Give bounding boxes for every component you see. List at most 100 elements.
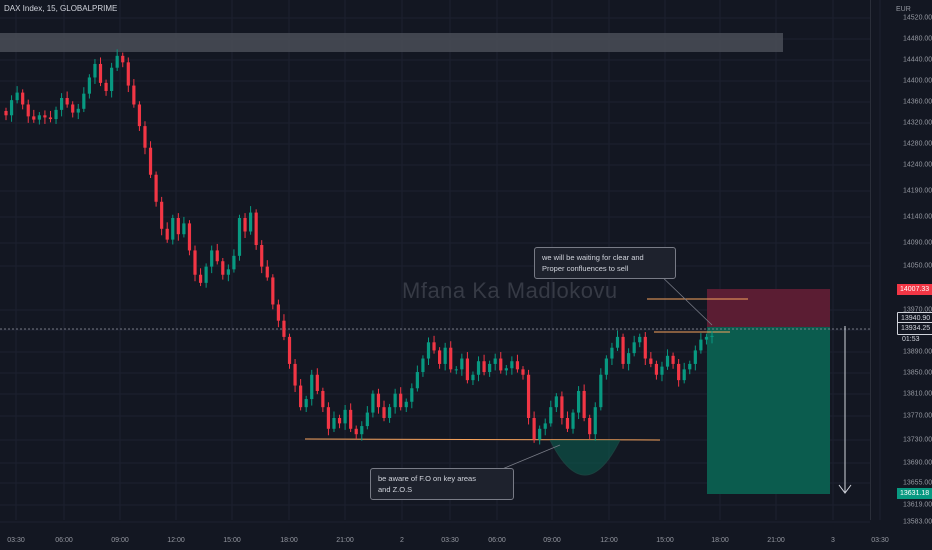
candle-down	[677, 363, 681, 381]
candle-up	[110, 67, 114, 91]
candle-down	[215, 250, 219, 262]
candle-up	[543, 423, 547, 429]
candle-down	[376, 393, 381, 408]
candle-up	[615, 336, 620, 348]
annotation-top[interactable]: we will be waiting for clear and Proper …	[534, 247, 676, 279]
candle-up	[454, 369, 458, 371]
time-tick: 12:00	[167, 537, 185, 544]
candle-up	[682, 369, 686, 381]
price-axis[interactable]: EUR 14520.00 14480.00 14440.00 14400.00 1436…	[870, 0, 932, 526]
candle-up	[410, 388, 414, 402]
last-price-badge: 13934.25	[897, 322, 932, 335]
candle-down	[643, 336, 647, 359]
candle-down	[276, 304, 280, 321]
candle-up	[360, 426, 364, 435]
time-tick: 21:00	[336, 537, 354, 544]
candle-down	[382, 407, 386, 418]
time-tick: 03:30	[441, 537, 459, 544]
time-tick: 03:30	[7, 537, 25, 544]
candle-up	[593, 407, 597, 435]
candle-up	[365, 412, 369, 427]
annotation-bottom[interactable]: be aware of F.O on key areas and Z.O.S	[370, 468, 514, 500]
time-tick: 3	[831, 537, 835, 544]
candle-down	[432, 342, 436, 351]
candle-up	[476, 361, 481, 375]
bar-countdown: 01:53	[902, 336, 920, 343]
price-tick: 13850.00	[903, 369, 932, 377]
watermark: Mfana Ka Madlokovu	[402, 278, 618, 303]
candle-up	[493, 358, 497, 364]
price-tick: 13583.00	[903, 518, 932, 526]
take-profit-zone	[707, 327, 830, 494]
candle-up	[688, 363, 692, 370]
candle-up	[571, 412, 575, 429]
candle-up	[115, 55, 119, 68]
time-axis[interactable]: 03:30 06:00 09:00 12:00 15:00 18:00 21:00 2 03:3…	[0, 520, 932, 550]
candle-down	[4, 110, 8, 116]
candle-up	[87, 77, 91, 94]
candle-up	[421, 358, 425, 373]
candle-up	[460, 358, 464, 370]
candle-down	[104, 82, 108, 91]
price-tick: 13890.00	[903, 348, 932, 356]
price-tick: 13970.00	[903, 306, 932, 314]
candle-down	[526, 374, 531, 418]
price-tick: 14090.00	[903, 239, 932, 247]
candle-up	[226, 269, 230, 275]
candle-up	[510, 361, 514, 369]
candle-up	[538, 428, 542, 440]
time-tick: 18:00	[280, 537, 298, 544]
price-tick: 14480.00	[903, 35, 932, 43]
time-tick: 03:30	[871, 537, 889, 544]
time-tick: 18:00	[711, 537, 729, 544]
resistance-zone	[0, 33, 783, 52]
candle-up	[237, 217, 242, 256]
candle-up	[638, 336, 642, 343]
candle-down	[254, 212, 258, 246]
candle-up	[232, 255, 236, 270]
price-tick: 14240.00	[903, 161, 932, 169]
candle-up	[488, 363, 492, 373]
candle-up	[504, 368, 508, 371]
target-arrow-head	[838, 484, 852, 494]
time-tick: 06:00	[488, 537, 506, 544]
candle-down	[560, 396, 564, 418]
support-line	[304, 438, 661, 441]
candle-down	[198, 274, 203, 283]
time-tick: 15:00	[223, 537, 241, 544]
candle-up	[554, 396, 558, 408]
candle-down	[315, 374, 319, 391]
candle-down	[137, 104, 142, 127]
candle-down	[438, 350, 442, 364]
candlestick-series	[4, 49, 714, 445]
candle-down	[260, 245, 264, 267]
candle-down	[271, 277, 275, 305]
candle-up	[704, 336, 709, 340]
candle-up	[332, 417, 336, 429]
candle-down	[299, 385, 303, 408]
fake-out-curve	[549, 439, 621, 476]
candle-down	[621, 336, 625, 364]
candle-up	[9, 100, 14, 116]
candle-up	[82, 93, 86, 109]
price-tick: 14360.00	[903, 98, 932, 106]
candle-up	[660, 366, 664, 375]
candle-down	[282, 320, 286, 337]
stop-price-badge: 14007.33	[897, 284, 932, 295]
candle-down	[287, 336, 292, 364]
candle-down	[337, 417, 342, 424]
price-tick: 14050.00	[903, 262, 932, 270]
candle-down	[354, 428, 358, 435]
candle-up	[710, 335, 714, 337]
candle-up	[665, 355, 670, 367]
callout-leader-top	[654, 269, 713, 326]
candle-down	[671, 355, 675, 364]
price-tick: 13810.00	[903, 390, 932, 398]
candle-up	[632, 342, 636, 354]
candle-up	[15, 92, 19, 101]
candle-up	[310, 374, 314, 400]
candle-down	[21, 92, 25, 105]
candle-up	[627, 353, 631, 364]
stop-loss-zone	[707, 289, 830, 327]
